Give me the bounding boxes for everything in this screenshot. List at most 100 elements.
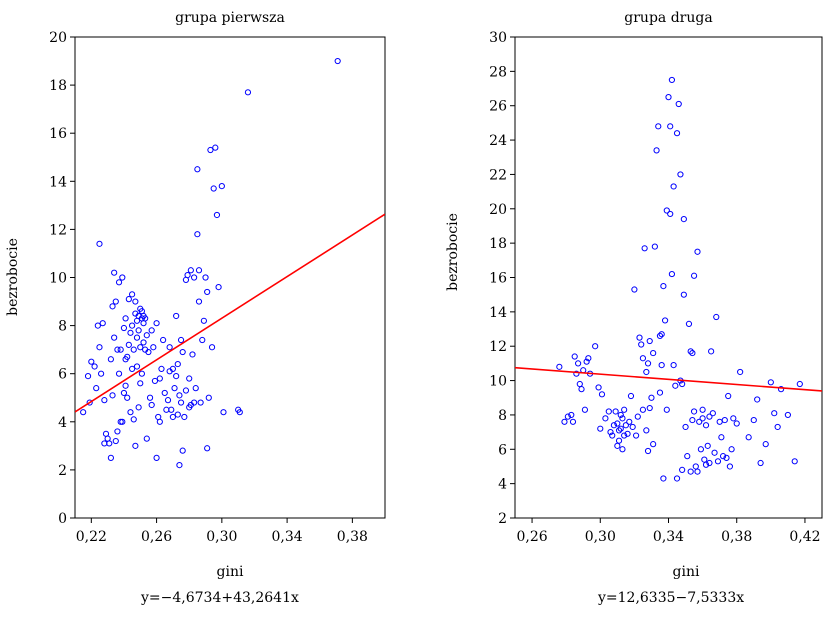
data-point (135, 404, 142, 411)
data-point (88, 358, 95, 365)
data-point (191, 274, 198, 281)
data-point (173, 373, 180, 380)
data-point (130, 346, 137, 353)
data-point (127, 329, 134, 336)
data-point (119, 418, 126, 425)
data-point (125, 296, 132, 303)
data-point (624, 430, 631, 437)
data-point (86, 399, 93, 406)
y-tick-label: 26 (489, 99, 507, 115)
data-point (127, 409, 134, 416)
data-point (638, 341, 645, 348)
regression-line (515, 366, 822, 392)
y-tick-label: 2 (498, 511, 507, 527)
data-point (687, 348, 694, 355)
data-point (176, 461, 183, 469)
data-point (614, 420, 621, 427)
data-point (164, 397, 172, 404)
data-point (84, 373, 92, 380)
data-point (158, 365, 165, 372)
data-point (111, 334, 118, 341)
data-point (138, 370, 145, 377)
data-point (153, 454, 160, 461)
plot-area (75, 57, 385, 469)
data-point (173, 312, 180, 320)
data-point (564, 413, 571, 420)
data-point (626, 418, 633, 425)
data-point (677, 171, 684, 178)
data-point (598, 391, 606, 398)
data-point (733, 420, 740, 427)
y-tick-label: 16 (49, 126, 67, 142)
data-point (133, 363, 141, 370)
data-point (218, 183, 225, 190)
data-point (667, 210, 674, 218)
data-point (639, 406, 647, 413)
data-point (115, 370, 123, 377)
data-point (651, 243, 658, 250)
data-point (615, 427, 623, 434)
data-point (212, 144, 219, 151)
data-point (679, 466, 686, 473)
y-tick-label: 30 (489, 30, 507, 46)
data-point (711, 449, 718, 456)
y-axis-label: bezrobocie (445, 213, 461, 291)
data-point (655, 123, 662, 130)
data-point (680, 215, 687, 223)
data-point (112, 298, 119, 305)
data-point (148, 401, 155, 409)
data-point (607, 429, 614, 436)
data-point (101, 397, 108, 404)
chart-title: grupa druga (624, 10, 712, 26)
data-point (181, 413, 188, 421)
data-point (767, 379, 774, 386)
data-point (673, 130, 681, 137)
data-point (148, 327, 155, 334)
plot-frame (74, 36, 386, 519)
data-point (614, 442, 621, 449)
y-tick-label: 20 (49, 30, 67, 46)
data-point (119, 274, 126, 281)
data-point (690, 408, 698, 415)
data-point (632, 432, 640, 439)
data-point (639, 355, 647, 362)
data-point (156, 375, 163, 382)
data-point (197, 399, 204, 406)
y-tick-label: 8 (498, 408, 507, 424)
data-point (597, 425, 604, 432)
data-point (702, 422, 710, 429)
x-tick-label: 0,26 (516, 529, 547, 545)
data-point (791, 458, 798, 465)
data-point (179, 447, 186, 454)
data-point (714, 458, 722, 465)
data-point (220, 409, 227, 416)
y-tick-label: 14 (49, 174, 67, 190)
data-point (701, 456, 708, 463)
data-point (140, 339, 147, 346)
data-point (675, 100, 682, 108)
data-point (660, 282, 667, 290)
data-point (660, 475, 667, 482)
data-point (117, 346, 124, 353)
data-point (643, 427, 650, 434)
x-tick-label: 0,30 (206, 529, 237, 545)
data-point (576, 380, 583, 388)
data-point (182, 387, 190, 394)
data-point (684, 453, 691, 460)
data-point (213, 211, 221, 219)
y-tick-label: 12 (489, 339, 507, 355)
data-point (704, 442, 711, 449)
y-tick-label: 22 (489, 167, 507, 183)
data-point (195, 267, 203, 274)
data-point (568, 411, 575, 419)
data-point (680, 291, 687, 298)
data-point (177, 399, 185, 406)
data-point (757, 459, 764, 467)
data-point (612, 408, 619, 415)
data-point (595, 384, 602, 391)
data-point (114, 428, 121, 435)
data-point (99, 320, 106, 327)
data-point (187, 267, 194, 274)
data-point (796, 380, 803, 388)
data-point (569, 418, 577, 425)
